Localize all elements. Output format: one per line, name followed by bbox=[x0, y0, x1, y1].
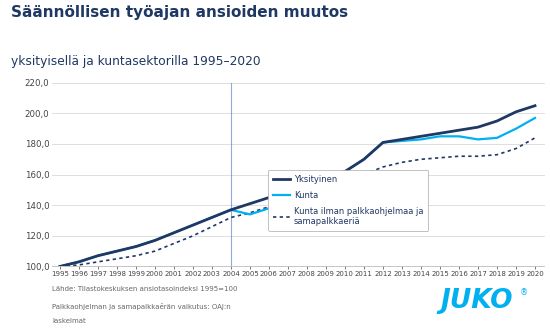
Text: Palkkaohjelman ja samapalkkaërän vaikutus: OAJ:n: Palkkaohjelman ja samapalkkaërän vaikut… bbox=[52, 303, 231, 310]
Text: JUKO: JUKO bbox=[440, 288, 513, 314]
Text: Säännöllisen työajan ansioiden muutos: Säännöllisen työajan ansioiden muutos bbox=[11, 5, 348, 20]
Text: laskelmat: laskelmat bbox=[52, 318, 86, 324]
Text: Lähde: Tilastokeskuksen ansiotasoindeksi 1995=100: Lähde: Tilastokeskuksen ansiotasoindeksi… bbox=[52, 286, 238, 292]
Text: ®: ® bbox=[520, 288, 528, 297]
Text: yksityisellä ja kuntasektorilla 1995–2020: yksityisellä ja kuntasektorilla 1995–202… bbox=[11, 55, 261, 68]
Legend: Yksityinen, Kunta, Kunta ilman palkkaohjelmaa ja
samapalkkaeriä: Yksityinen, Kunta, Kunta ilman palkkaohj… bbox=[268, 169, 428, 231]
